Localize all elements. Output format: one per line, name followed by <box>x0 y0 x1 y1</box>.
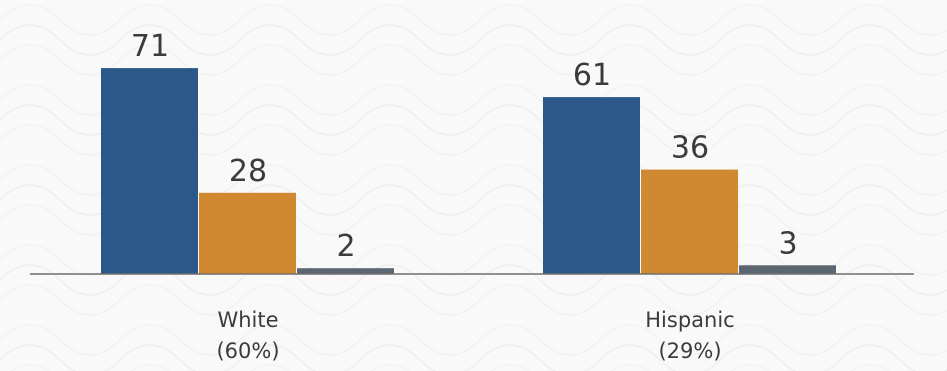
bar-1-0 <box>543 97 640 274</box>
category-label-0-line-0: White <box>217 308 278 332</box>
bar-0-0 <box>101 68 198 274</box>
data-label-1-2: 3 <box>778 226 797 261</box>
data-label-0-1: 28 <box>229 154 267 189</box>
category-label-0-line-1: (60%) <box>216 339 279 363</box>
bar-0-1 <box>199 192 296 274</box>
bar-1-1 <box>641 169 738 274</box>
bars-layer <box>101 68 836 274</box>
category-label-1-line-1: (29%) <box>658 339 721 363</box>
bar-1-2 <box>739 265 836 274</box>
data-label-1-1: 36 <box>671 131 709 166</box>
bar-0-2 <box>297 268 394 274</box>
data-label-0-0: 71 <box>131 29 169 64</box>
category-label-1-line-0: Hispanic <box>645 308 734 332</box>
labels-layer: 71 28 2 White (60%) 61 36 3 Hispanic (29%) <box>131 29 798 363</box>
data-label-0-2: 2 <box>336 229 355 264</box>
data-label-1-0: 61 <box>573 58 611 93</box>
